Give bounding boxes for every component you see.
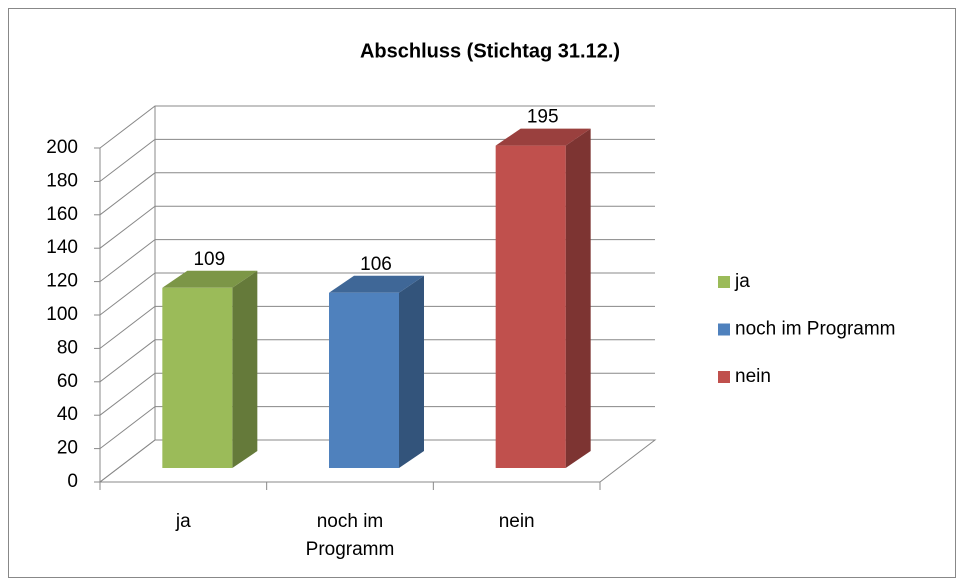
legend-label: noch im Programm <box>735 319 896 340</box>
y-tick-label: 180 <box>46 170 78 191</box>
data-label: 109 <box>193 249 225 270</box>
bar-side <box>565 128 591 468</box>
y-tick-label: 160 <box>46 204 78 225</box>
bar <box>162 287 233 468</box>
y-tick-label: 100 <box>46 304 78 325</box>
y-tick-label: 140 <box>46 237 78 258</box>
grid-line <box>99 138 655 182</box>
bar-top <box>329 275 424 293</box>
grid-line <box>99 239 655 282</box>
grid-line <box>99 272 655 316</box>
y-tick-label: 60 <box>57 371 78 392</box>
legend-swatch <box>718 276 730 288</box>
data-label: 195 <box>527 107 559 128</box>
bar-side <box>399 275 424 468</box>
grid-line <box>99 105 655 149</box>
x-tick-label: noch im Programm <box>305 511 395 560</box>
bar-top <box>162 270 258 288</box>
legend-swatch <box>718 323 730 336</box>
grid-line <box>99 172 655 216</box>
bar-side <box>232 270 258 468</box>
grid-line <box>99 305 655 349</box>
y-tick-label: 80 <box>57 337 78 358</box>
legend-label: ja <box>734 271 750 292</box>
y-tick-label: 20 <box>57 438 78 459</box>
bar <box>495 145 566 468</box>
grid-line <box>99 205 655 249</box>
y-tick-label: 200 <box>46 137 78 158</box>
legend-swatch <box>718 371 730 383</box>
grid-line <box>99 372 655 416</box>
x-tick-label: nein <box>498 511 535 532</box>
legend-label: nein <box>735 366 771 387</box>
data-label: 106 <box>360 254 392 275</box>
y-tick-label: 40 <box>57 404 78 425</box>
grid-line <box>99 439 655 483</box>
y-tick-label: 0 <box>67 471 78 492</box>
grid-line <box>99 406 655 449</box>
bar <box>329 292 399 468</box>
grid-line <box>99 339 655 383</box>
chart-border <box>8 8 956 578</box>
x-tick-label: ja <box>175 511 191 532</box>
bar-top <box>495 128 591 146</box>
y-tick-label: 120 <box>46 271 78 292</box>
chart-title: Abschluss (Stichtag 31.12.) <box>360 40 620 62</box>
